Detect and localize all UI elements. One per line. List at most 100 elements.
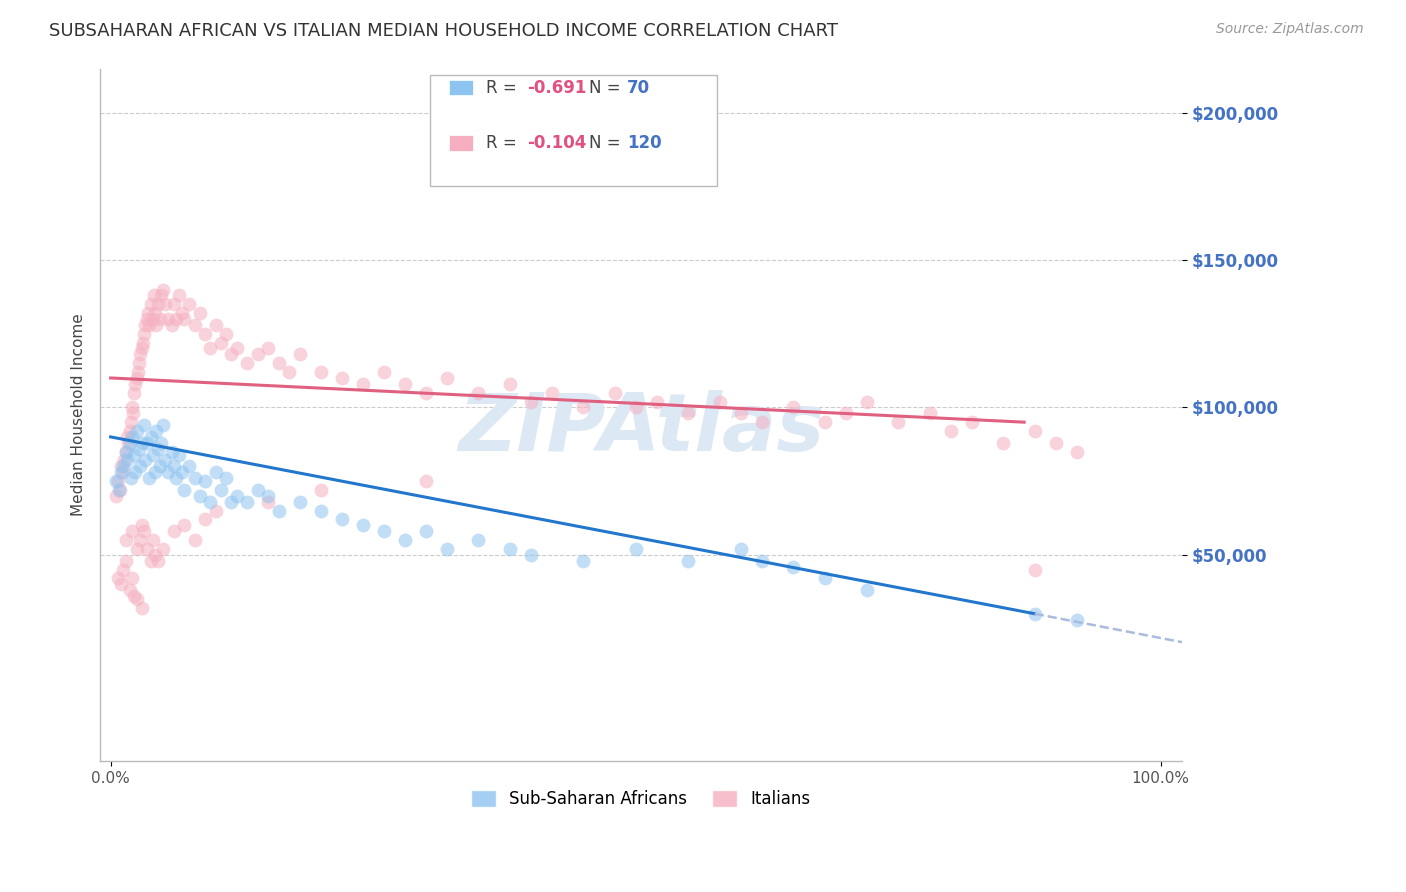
Point	[236, 356, 259, 370]
Point	[131, 342, 153, 356]
Point	[125, 592, 148, 607]
Point	[120, 415, 142, 429]
Point	[115, 533, 138, 547]
Point	[112, 562, 135, 576]
Point	[188, 489, 211, 503]
Point	[288, 494, 311, 508]
Point	[118, 424, 141, 438]
Point	[107, 571, 129, 585]
Point	[122, 448, 145, 462]
Point	[115, 444, 138, 458]
Point	[104, 474, 127, 488]
Point	[167, 288, 190, 302]
Point	[125, 424, 148, 438]
Point	[162, 524, 184, 539]
Point	[143, 306, 166, 320]
Point	[855, 394, 877, 409]
Point	[138, 318, 160, 332]
Point	[814, 415, 837, 429]
Point	[200, 494, 222, 508]
Point	[150, 288, 173, 302]
Text: R =: R =	[486, 78, 522, 96]
Text: N =: N =	[589, 134, 626, 152]
Point	[834, 406, 856, 420]
Point	[131, 435, 153, 450]
Point	[603, 385, 626, 400]
Point	[751, 415, 773, 429]
Point	[519, 548, 541, 562]
Point	[146, 297, 169, 311]
Point	[122, 385, 145, 400]
Point	[155, 297, 177, 311]
Point	[152, 541, 174, 556]
Point	[136, 312, 159, 326]
Point	[215, 326, 238, 341]
Point	[436, 541, 458, 556]
Point	[204, 503, 226, 517]
Point	[138, 471, 160, 485]
Point	[183, 471, 205, 485]
Point	[183, 533, 205, 547]
Point	[143, 548, 166, 562]
Point	[112, 459, 135, 474]
Point	[146, 442, 169, 456]
Point	[676, 406, 699, 420]
Point	[221, 494, 243, 508]
Point	[145, 318, 167, 332]
Point	[257, 489, 280, 503]
Point	[134, 318, 156, 332]
Point	[117, 453, 139, 467]
FancyBboxPatch shape	[430, 76, 717, 186]
Point	[1024, 607, 1046, 621]
Point	[108, 483, 131, 497]
Point	[676, 554, 699, 568]
Point	[179, 297, 201, 311]
Point	[173, 312, 195, 326]
Point	[188, 306, 211, 320]
Point	[131, 600, 153, 615]
Point	[246, 347, 269, 361]
Point	[415, 385, 437, 400]
Point	[162, 459, 184, 474]
Point	[194, 326, 217, 341]
Point	[200, 342, 222, 356]
Point	[204, 318, 226, 332]
Point	[221, 347, 243, 361]
Point	[173, 483, 195, 497]
Point	[330, 512, 353, 526]
Point	[134, 453, 156, 467]
Point	[309, 365, 332, 379]
Point	[1024, 424, 1046, 438]
Point	[121, 406, 143, 420]
Point	[134, 326, 156, 341]
Point	[887, 415, 910, 429]
Point	[309, 503, 332, 517]
Point	[134, 418, 156, 433]
Point	[150, 435, 173, 450]
Text: N =: N =	[589, 78, 626, 96]
Point	[136, 435, 159, 450]
Point	[540, 385, 562, 400]
Point	[173, 518, 195, 533]
Legend: Sub-Saharan Africans, Italians: Sub-Saharan Africans, Italians	[464, 783, 817, 815]
Point	[352, 518, 374, 533]
Text: R =: R =	[486, 134, 522, 152]
Text: -0.104: -0.104	[527, 134, 586, 152]
Point	[149, 312, 172, 326]
Point	[121, 401, 143, 415]
FancyBboxPatch shape	[450, 80, 474, 95]
Point	[730, 541, 752, 556]
Point	[415, 524, 437, 539]
Point	[624, 541, 647, 556]
Point	[309, 483, 332, 497]
Point	[112, 453, 135, 467]
Point	[278, 365, 301, 379]
Point	[855, 583, 877, 598]
Point	[132, 335, 155, 350]
Point	[157, 312, 180, 326]
Point	[110, 465, 132, 479]
Point	[730, 406, 752, 420]
Point	[138, 306, 160, 320]
Point	[142, 533, 165, 547]
Point	[146, 554, 169, 568]
